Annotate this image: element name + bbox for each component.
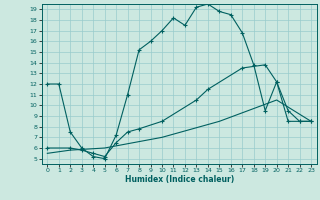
X-axis label: Humidex (Indice chaleur): Humidex (Indice chaleur): [124, 175, 234, 184]
